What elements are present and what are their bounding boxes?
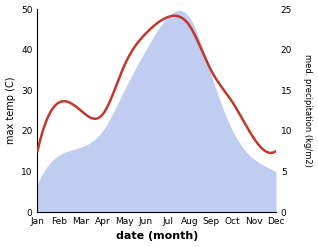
Y-axis label: med. precipitation (kg/m2): med. precipitation (kg/m2) [303,54,313,167]
X-axis label: date (month): date (month) [115,231,198,242]
Y-axis label: max temp (C): max temp (C) [5,77,16,144]
